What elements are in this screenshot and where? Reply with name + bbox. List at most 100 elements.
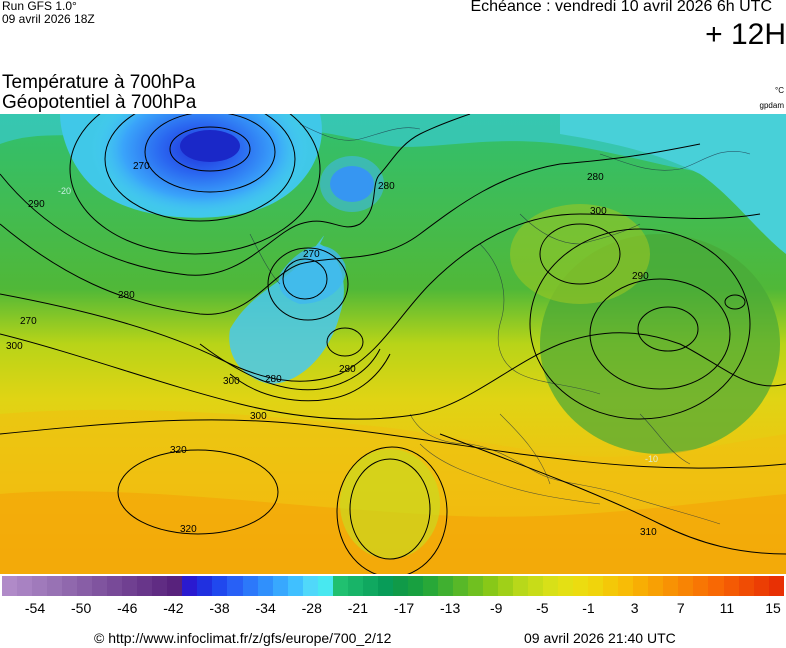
contour-label: 310 [640, 527, 657, 538]
colorbar-swatch [768, 576, 784, 596]
contour-label: 300 [6, 341, 23, 352]
colorbar-swatch [377, 576, 393, 596]
colorbar-swatch [678, 576, 694, 596]
colorbar-tick-label: -9 [490, 600, 503, 616]
colorbar-tick-label: -34 [255, 600, 276, 616]
colorbar-swatch [212, 576, 228, 596]
contour-label: 280 [118, 290, 135, 301]
colorbar-swatch [242, 576, 258, 596]
colorbar-swatch [558, 576, 574, 596]
contour-label: 290 [632, 271, 649, 282]
colorbar-swatch [753, 576, 769, 596]
colorbar-swatch [693, 576, 709, 596]
colorbar-swatch [107, 576, 123, 596]
contour-label: 270 [133, 161, 150, 172]
colorbar-swatch [17, 576, 33, 596]
colorbar-swatch [498, 576, 514, 596]
colorbar-swatch [317, 576, 333, 596]
contour-label: 300 [223, 376, 240, 387]
footer-source-url[interactable]: © http://www.infoclimat.fr/z/gfs/europe/… [94, 630, 392, 646]
colorbar-tick-label: 3 [630, 600, 639, 616]
contour-label: 290 [28, 199, 45, 210]
colorbar-swatch [663, 576, 679, 596]
colorbar-swatch [513, 576, 529, 596]
contour-labels: 270 290 280 270 270 280 280 300 290 300 … [6, 161, 658, 538]
run-label: Run GFS 1.0° [2, 0, 77, 13]
colorbar-swatch [633, 576, 649, 596]
colorbar-swatch [723, 576, 739, 596]
colorbar-swatch [47, 576, 63, 596]
colorbar-swatch [407, 576, 423, 596]
colorbar-swatch [77, 576, 93, 596]
colorbar-tick-label: -54 [24, 600, 46, 616]
colorbar-swatch [362, 576, 378, 596]
lead-time: + 12H [705, 18, 786, 51]
colorbar-swatch [257, 576, 273, 596]
contour-label: 280 [587, 172, 604, 183]
unit-geopotential: gpdam [759, 101, 784, 110]
colorbar-swatch [708, 576, 724, 596]
colorbar-swatch [272, 576, 288, 596]
colorbar-swatch [167, 576, 183, 596]
colorbar-swatch [347, 576, 363, 596]
colorbar-tick-label: -50 [71, 600, 92, 616]
temperature-field [0, 114, 786, 574]
contour-label: 280 [339, 364, 356, 375]
colorbar-tick-label: -21 [347, 600, 368, 616]
map-title-temperature: Température à 700hPa [2, 72, 196, 93]
colorbar-tick-label: -13 [440, 600, 461, 616]
colorbar-swatch [573, 576, 589, 596]
colorbar-swatch [392, 576, 408, 596]
contour-label: 270 [303, 249, 320, 260]
colorbar-swatch [182, 576, 198, 596]
footer-generated-time: 09 avril 2026 21:40 UTC [524, 630, 676, 646]
colorbar-swatch [618, 576, 634, 596]
colorbar-swatch [467, 576, 483, 596]
colorbar-swatch [287, 576, 303, 596]
run-date: 09 avril 2026 18Z [2, 12, 95, 26]
colorbar-tick-label: -17 [393, 600, 415, 616]
colorbar-tick-label: -1 [582, 600, 595, 616]
colorbar-swatch [422, 576, 438, 596]
unit-temperature: °C [775, 86, 784, 95]
colorbar-tick-label: -46 [117, 600, 138, 616]
coastlines [249, 123, 751, 525]
colorbar-swatch [483, 576, 499, 596]
colorbar-swatch [332, 576, 348, 596]
colorbar-swatch [2, 576, 18, 596]
colorbar-swatch [227, 576, 243, 596]
colorbar-swatch [122, 576, 138, 596]
colorbar-tick-label: 11 [719, 600, 735, 616]
colorbar-swatch [137, 576, 153, 596]
colorbar-swatch [648, 576, 664, 596]
temperature-colorbar [2, 576, 784, 596]
contour-label: 320 [180, 524, 197, 535]
colorbar-ticks: -54 -50 -46 -42 -38 -34 -28 -21 -17 -13 -9 -5 -1 3 7 11… [0, 600, 786, 618]
colorbar-swatch [437, 576, 453, 596]
contour-label: 280 [265, 374, 282, 385]
colorbar-swatch [32, 576, 48, 596]
colorbar-tick-label: -42 [163, 600, 184, 616]
contour-label: 300 [250, 411, 267, 422]
colorbar-tick-label: 15 [765, 600, 781, 616]
map-title-geopotential: Géopotentiel à 700hPa [2, 92, 197, 113]
temperature-label: -20 [58, 186, 71, 196]
contour-label: 270 [20, 316, 37, 327]
colorbar-swatch [92, 576, 108, 596]
geopotential-contours [0, 114, 786, 574]
contour-label: 320 [170, 445, 187, 456]
colorbar-tick-label: -5 [536, 600, 549, 616]
colorbar-swatch [152, 576, 168, 596]
colorbar-tick-label: -38 [209, 600, 230, 616]
colorbar-swatch [197, 576, 213, 596]
forecast-valid-time: Echéance : vendredi 10 avril 2026 6h UTC [470, 0, 772, 15]
colorbar-swatch [452, 576, 468, 596]
contour-label: 280 [378, 181, 395, 192]
colorbar-swatch [302, 576, 318, 596]
colorbar-swatch [738, 576, 754, 596]
colorbar-swatch [543, 576, 559, 596]
colorbar-tick-label: -28 [301, 600, 322, 616]
colorbar-swatch [62, 576, 78, 596]
colorbar-swatch [603, 576, 619, 596]
temperature-label: -10 [645, 454, 658, 464]
